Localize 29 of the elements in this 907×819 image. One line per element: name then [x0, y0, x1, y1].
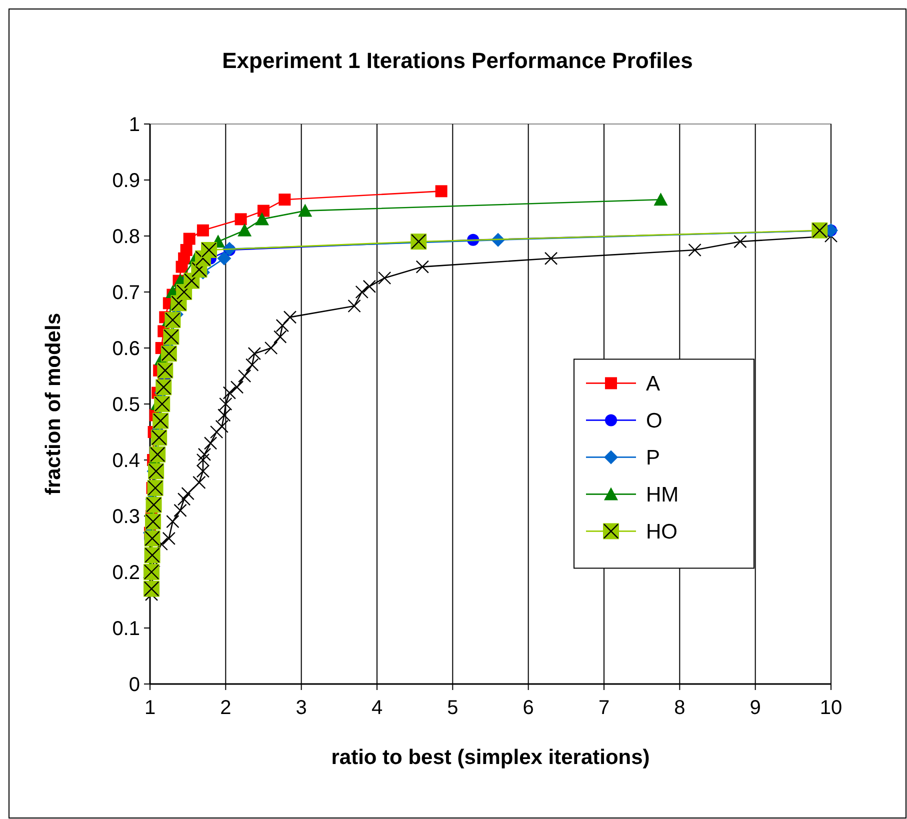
- y-tick-label: 0.8: [112, 226, 140, 248]
- x-tick-label: 8: [674, 697, 686, 719]
- legend-label: A: [646, 372, 660, 396]
- x-tick-label: 7: [598, 697, 610, 719]
- y-tick-label: 0.3: [112, 506, 140, 528]
- legend-label: O: [646, 410, 662, 433]
- y-tick-label: 0: [128, 674, 140, 696]
- x-tick-label: 9: [750, 697, 761, 719]
- legend-label: HO: [646, 520, 678, 544]
- chart-title: Experiment 1 Iterations Performance Profiles: [222, 48, 693, 73]
- x-tick-label: 5: [447, 697, 458, 719]
- y-tick-label: 0.1: [112, 618, 140, 640]
- x-tick-label: 10: [820, 697, 842, 719]
- x-tick-label: 4: [371, 697, 383, 719]
- x-tick-label: 1: [144, 697, 156, 719]
- y-tick-label: 0.5: [112, 394, 140, 416]
- x-tick-label: 3: [296, 697, 307, 719]
- y-tick-label: 0.4: [112, 450, 140, 472]
- legend-label: HM: [646, 484, 679, 507]
- legend-label: P: [646, 446, 660, 470]
- y-tick-label: 0.6: [112, 338, 140, 360]
- x-tick-label: 6: [522, 697, 534, 719]
- y-tick-label: 0.2: [112, 562, 140, 584]
- y-tick-label: 0.9: [112, 170, 140, 192]
- x-axis-title: ratio to best (simplex iterations): [331, 746, 650, 769]
- y-tick-label: 1: [128, 114, 140, 136]
- y-tick-label: 0.7: [112, 282, 140, 304]
- x-tick-label: 2: [220, 697, 232, 719]
- y-axis-title: fraction of models: [42, 312, 65, 496]
